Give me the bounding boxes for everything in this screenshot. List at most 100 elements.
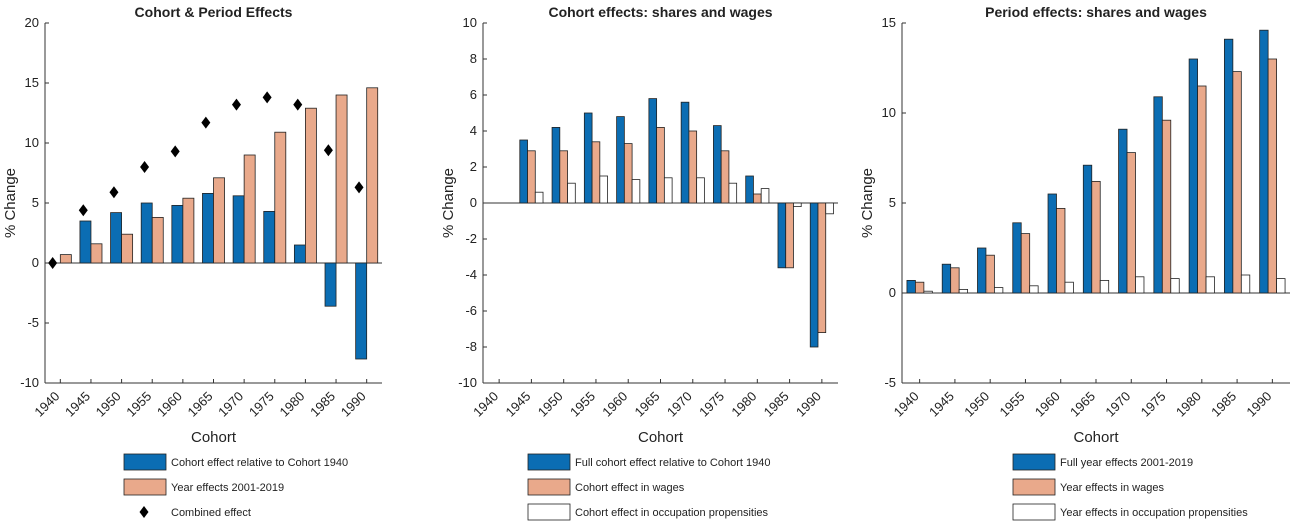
- bar: [583, 112, 593, 204]
- bar: [616, 116, 625, 204]
- bar: [1047, 193, 1057, 294]
- chart-title: Cohort effects: shares and wages: [548, 4, 772, 20]
- bar: [785, 202, 794, 269]
- bar: [753, 193, 762, 204]
- legend-label: Year effects in occupation propensities: [1060, 507, 1248, 519]
- bar: [950, 267, 960, 294]
- bar: [745, 175, 754, 204]
- x-tick-label: 1945: [62, 389, 93, 420]
- y-tick-label: 15: [25, 75, 39, 90]
- y-tick-label: 10: [463, 15, 477, 30]
- bar: [171, 204, 184, 264]
- bar: [680, 101, 690, 204]
- bar: [232, 195, 245, 264]
- x-tick-label: 1965: [1067, 389, 1098, 420]
- bar: [110, 212, 122, 264]
- bar: [985, 254, 995, 294]
- bar: [1240, 274, 1251, 294]
- legend-label: Combined effect: [171, 507, 251, 519]
- bar: [1170, 278, 1180, 294]
- x-tick-label: 1965: [632, 389, 663, 420]
- diamond-marker: [109, 186, 119, 199]
- legend-label: Year effects in wages: [1060, 482, 1164, 494]
- bar: [1259, 29, 1269, 294]
- bar: [915, 281, 925, 294]
- legend-swatch: [527, 478, 571, 496]
- bar: [1029, 285, 1039, 294]
- bar: [293, 244, 306, 264]
- x-axis-label: Cohort: [191, 429, 237, 446]
- bar: [923, 290, 933, 294]
- bar: [777, 202, 787, 269]
- bar: [1161, 119, 1172, 294]
- x-tick-label: 1990: [338, 389, 369, 420]
- bar: [1223, 38, 1234, 294]
- bar: [656, 127, 665, 204]
- y-tick-label: -5: [884, 375, 896, 390]
- bar: [305, 107, 317, 264]
- bar: [793, 202, 802, 207]
- bar: [355, 262, 368, 360]
- y-tick-label: -10: [458, 375, 477, 390]
- bar: [519, 139, 528, 204]
- y-tick-label: -5: [27, 315, 39, 330]
- chart-title: Cohort & Period Effects: [135, 4, 293, 20]
- y-tick-label: -8: [465, 339, 477, 354]
- bar: [1205, 276, 1215, 294]
- bar: [202, 192, 214, 264]
- bar: [713, 125, 722, 204]
- x-tick-label: 1980: [1173, 389, 1204, 420]
- y-axis-label: % Change: [2, 168, 19, 238]
- x-tick-label: 1985: [307, 389, 338, 420]
- y-tick-label: 0: [889, 285, 896, 300]
- bar: [941, 263, 952, 294]
- bar: [151, 216, 164, 264]
- diamond-marker: [262, 91, 272, 104]
- y-tick-label: 10: [882, 105, 896, 120]
- x-tick-label: 1945: [926, 389, 957, 420]
- x-tick-label: 1985: [761, 389, 792, 420]
- x-tick-label: 1960: [1032, 389, 1063, 420]
- bar: [977, 247, 987, 294]
- x-tick-label: 1940: [891, 389, 922, 420]
- diamond-marker: [201, 116, 211, 129]
- legend-swatch: [527, 503, 571, 521]
- legend-label: Full year effects 2001-2019: [1060, 457, 1193, 469]
- bar: [551, 127, 561, 204]
- legend-swatch: [123, 453, 167, 471]
- x-tick-label: 1945: [502, 389, 533, 420]
- bar: [79, 220, 92, 264]
- y-tick-label: -4: [465, 267, 477, 282]
- x-tick-label: 1975: [1138, 389, 1169, 420]
- y-tick-label: 2: [470, 159, 477, 174]
- bar: [663, 177, 673, 204]
- x-tick-label: 1970: [1102, 389, 1133, 420]
- bar: [1135, 276, 1145, 294]
- bar: [567, 182, 576, 204]
- y-tick-label: 5: [32, 195, 39, 210]
- x-tick-label: 1990: [793, 389, 824, 420]
- bar: [121, 233, 134, 264]
- bar: [90, 243, 103, 264]
- x-tick-label: 1965: [185, 389, 216, 420]
- legend-swatch: [123, 478, 167, 496]
- bar: [1056, 207, 1066, 294]
- bar: [720, 150, 730, 204]
- bar: [324, 262, 337, 307]
- y-tick-label: 6: [470, 87, 477, 102]
- chart-title: Period effects: shares and wages: [985, 4, 1207, 20]
- x-tick-label: 1970: [664, 389, 695, 420]
- y-tick-label: 5: [889, 195, 896, 210]
- x-tick-label: 1955: [997, 389, 1028, 420]
- diamond-marker: [293, 98, 303, 111]
- bar: [809, 202, 819, 348]
- x-tick-label: 1990: [1243, 389, 1274, 420]
- bar: [1020, 233, 1031, 294]
- diamond-marker: [170, 145, 180, 158]
- bar: [599, 175, 608, 204]
- bar: [527, 150, 536, 204]
- legend-swatch: [527, 453, 571, 471]
- bar: [1118, 128, 1128, 294]
- y-tick-label: 10: [25, 135, 39, 150]
- diamond-marker: [48, 257, 58, 269]
